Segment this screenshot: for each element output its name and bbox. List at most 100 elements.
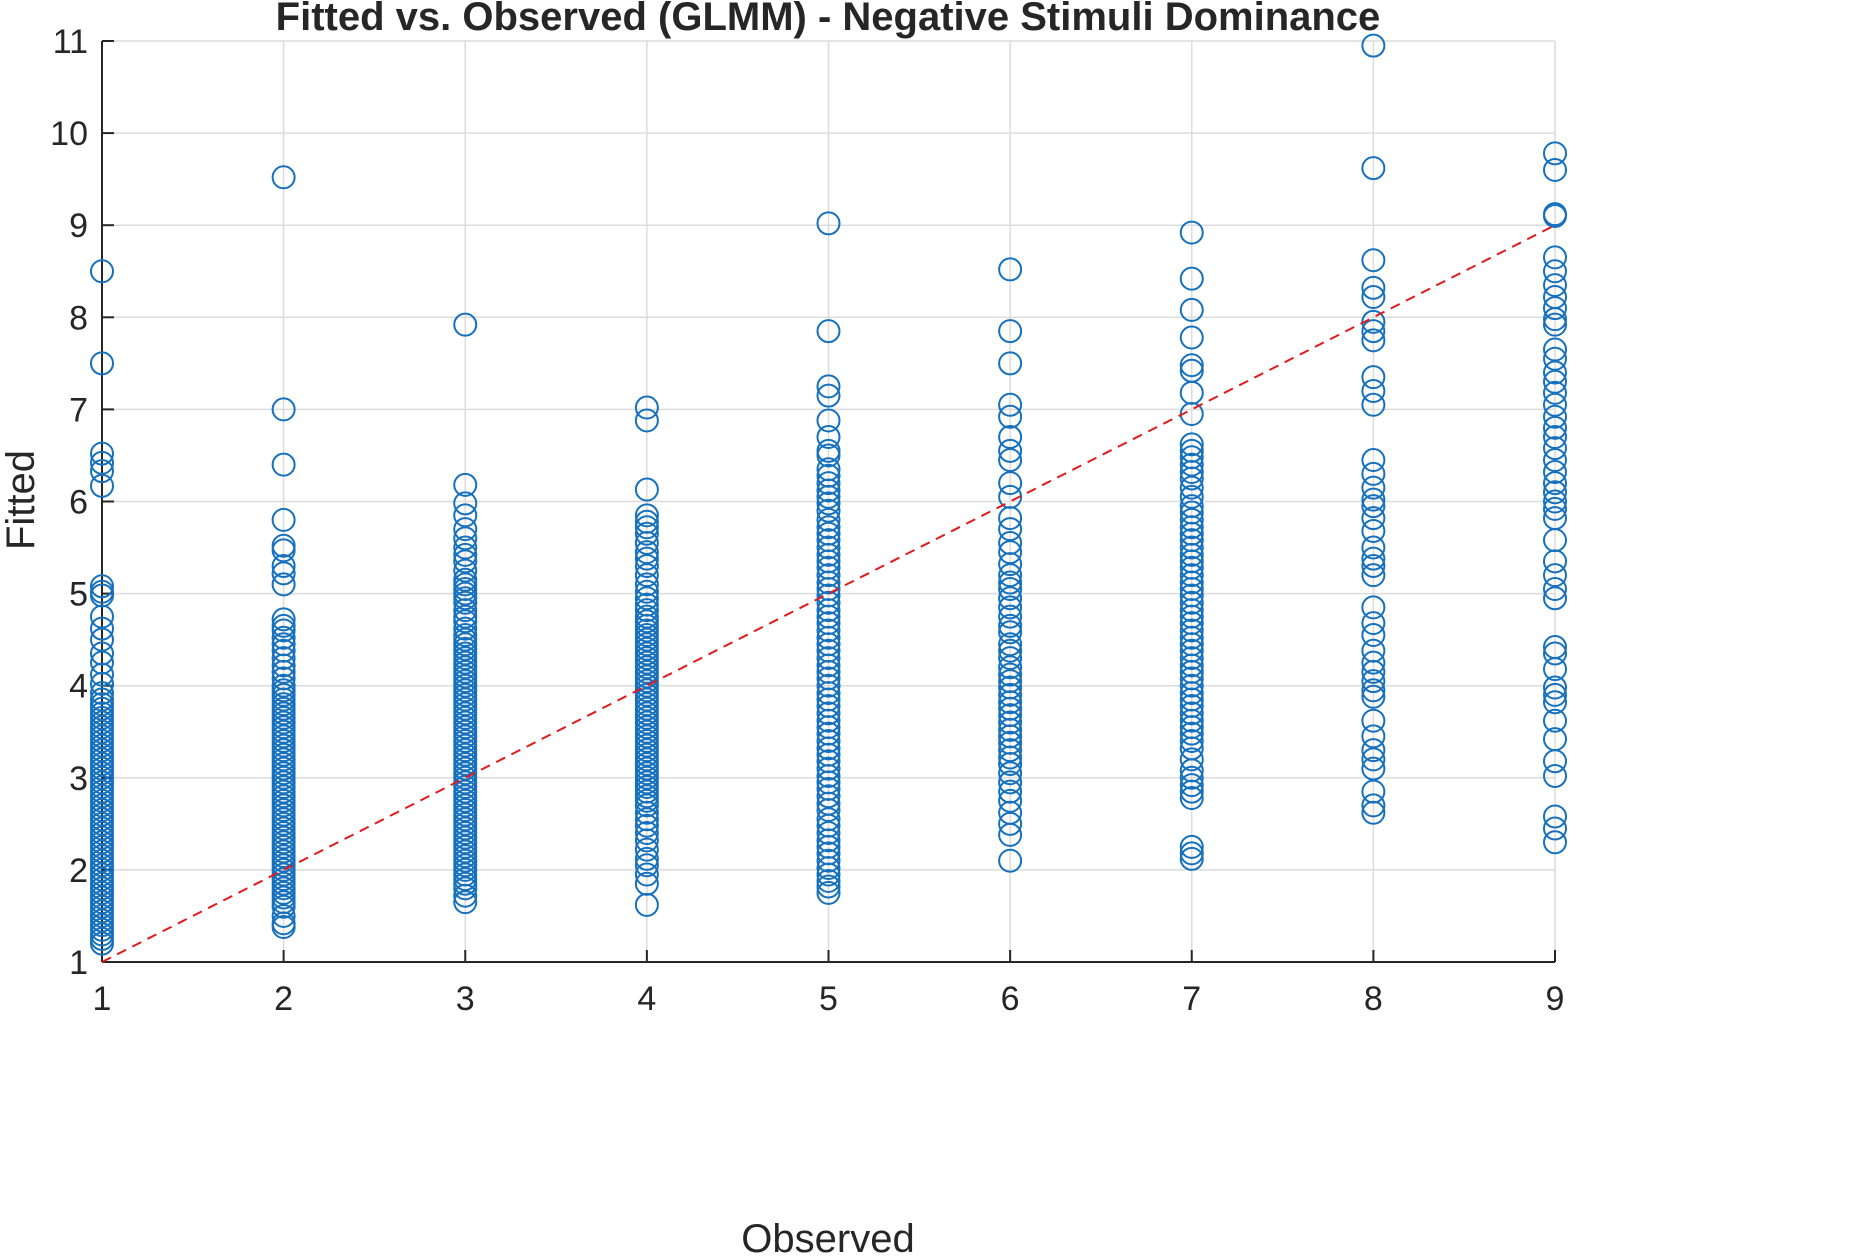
data-point bbox=[998, 613, 1023, 638]
x-tick-label: 4 bbox=[637, 980, 656, 1018]
data-point bbox=[634, 503, 659, 528]
data-point bbox=[453, 542, 478, 567]
data-point bbox=[271, 903, 296, 928]
data-point bbox=[998, 540, 1023, 565]
data-point bbox=[1543, 816, 1567, 841]
data-point bbox=[1179, 653, 1204, 678]
data-point bbox=[816, 828, 841, 853]
data-point bbox=[1179, 773, 1204, 798]
x-tick-label: 6 bbox=[1001, 980, 1020, 1018]
data-point bbox=[816, 443, 841, 468]
data-point bbox=[1543, 296, 1567, 321]
data-point bbox=[90, 441, 114, 466]
data-point bbox=[90, 473, 114, 498]
data-point bbox=[1179, 747, 1204, 772]
data-point bbox=[998, 517, 1023, 542]
x-tick-label: 5 bbox=[819, 980, 838, 1018]
data-point bbox=[1543, 708, 1567, 733]
data-point bbox=[998, 563, 1023, 588]
data-point bbox=[816, 681, 841, 706]
x-axis-label: Observed bbox=[741, 1217, 914, 1259]
data-point bbox=[1361, 747, 1386, 772]
data-point bbox=[1361, 494, 1386, 519]
data-point bbox=[816, 862, 841, 887]
data-point bbox=[90, 671, 114, 696]
data-point bbox=[816, 625, 841, 650]
data-point bbox=[1543, 489, 1567, 514]
data-point bbox=[1361, 724, 1386, 749]
data-point bbox=[1543, 392, 1567, 417]
data-point bbox=[1543, 563, 1567, 588]
data-point bbox=[1361, 669, 1386, 694]
y-tick-label: 11 bbox=[53, 23, 88, 61]
data-point bbox=[816, 756, 841, 781]
data-point bbox=[634, 846, 659, 871]
data-point bbox=[453, 503, 478, 528]
y-tick-label: 3 bbox=[69, 760, 88, 798]
data-point bbox=[1179, 432, 1204, 457]
data-point bbox=[634, 800, 659, 825]
data-point bbox=[271, 659, 296, 684]
data-point bbox=[1543, 415, 1567, 440]
data-point bbox=[998, 604, 1023, 629]
data-point bbox=[90, 259, 114, 284]
data-point bbox=[1179, 484, 1204, 509]
y-tick-label: 7 bbox=[69, 391, 88, 429]
x-tick-label: 1 bbox=[93, 980, 112, 1018]
data-point bbox=[90, 450, 114, 475]
data-point bbox=[816, 598, 841, 623]
data-point bbox=[634, 408, 659, 433]
data-point bbox=[816, 653, 841, 678]
data-point bbox=[90, 681, 114, 706]
data-point bbox=[90, 574, 114, 599]
data-point bbox=[998, 632, 1023, 657]
data-points bbox=[90, 33, 1567, 956]
data-point bbox=[998, 586, 1023, 611]
data-point bbox=[816, 590, 841, 615]
data-point bbox=[453, 590, 478, 615]
data-point bbox=[998, 770, 1023, 795]
data-point bbox=[1361, 756, 1386, 781]
data-point bbox=[816, 570, 841, 595]
data-point bbox=[1179, 452, 1204, 477]
data-point bbox=[1179, 625, 1204, 650]
data-point bbox=[1179, 841, 1204, 866]
data-point bbox=[998, 761, 1023, 786]
data-point bbox=[1179, 220, 1204, 245]
data-point bbox=[453, 491, 478, 516]
data-point bbox=[1543, 141, 1567, 166]
y-tick-label: 5 bbox=[69, 576, 88, 614]
data-point bbox=[1543, 675, 1567, 700]
data-point bbox=[1179, 590, 1204, 615]
data-point bbox=[1543, 404, 1567, 429]
y-tick-label: 10 bbox=[50, 115, 88, 153]
data-point bbox=[1543, 448, 1567, 473]
data-point bbox=[816, 471, 841, 496]
data-point bbox=[634, 892, 659, 917]
data-point bbox=[1361, 623, 1386, 648]
data-point bbox=[998, 646, 1023, 671]
data-point bbox=[1543, 460, 1567, 485]
data-point bbox=[1179, 618, 1204, 643]
data-point bbox=[816, 319, 841, 344]
data-point bbox=[816, 784, 841, 809]
data-point bbox=[1361, 553, 1386, 578]
y-axis-label: Fitted bbox=[0, 450, 43, 550]
data-point bbox=[634, 563, 659, 588]
data-point bbox=[1543, 360, 1567, 385]
data-point bbox=[1543, 307, 1567, 332]
data-point bbox=[1179, 563, 1204, 588]
data-point bbox=[634, 540, 659, 565]
data-point bbox=[998, 638, 1023, 663]
data-point bbox=[1361, 738, 1386, 763]
data-point bbox=[271, 894, 296, 919]
data-point bbox=[634, 477, 659, 502]
data-point bbox=[90, 616, 114, 641]
data-point bbox=[271, 607, 296, 632]
data-point bbox=[271, 538, 296, 563]
x-tick-label: 2 bbox=[274, 980, 293, 1018]
data-point bbox=[998, 682, 1023, 707]
data-point bbox=[1361, 506, 1386, 531]
data-point bbox=[634, 598, 659, 623]
